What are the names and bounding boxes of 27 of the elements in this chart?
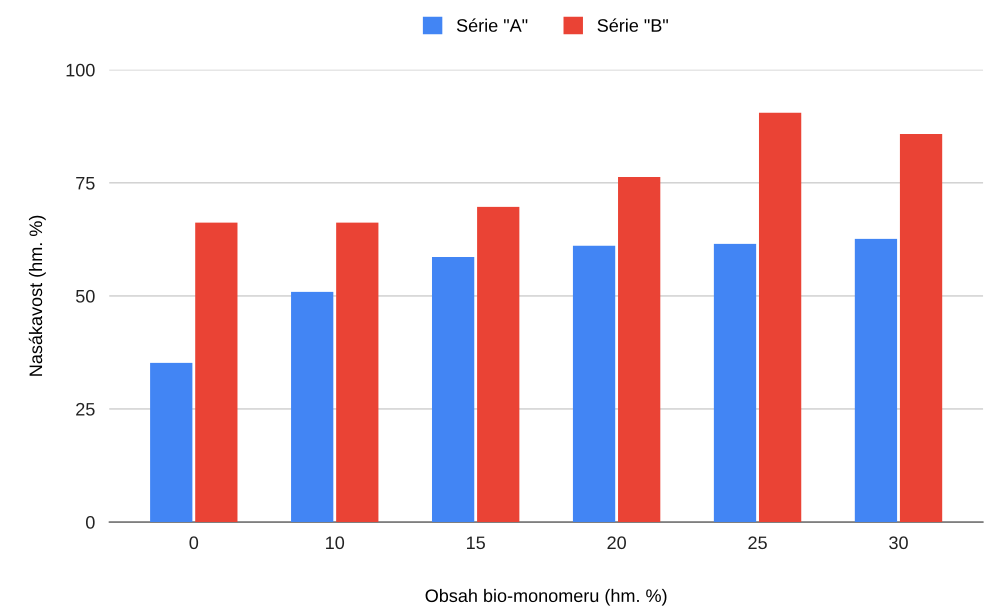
legend-label: Série "B" [598,18,668,32]
bar [758,112,802,522]
bar [336,222,378,522]
y-tick-label: 100 [66,64,95,77]
x-tick-label: 20 [607,536,626,550]
x-tick-label: 10 [326,536,344,550]
y-tick-label: 75 [76,176,95,190]
bar [900,134,942,522]
x-tick-label: 25 [748,536,767,550]
bar [714,244,756,522]
bar [195,222,238,522]
bar [477,206,520,522]
y-tick-label: 25 [76,402,95,416]
x-tick-label: 15 [467,536,485,550]
bar [150,362,192,522]
y-axis-title: Nasákavost (hm. %) [28,216,46,376]
legend-label: Série "A" [456,18,528,32]
bar [432,257,474,522]
x-tick-label: 0 [189,536,198,550]
bar [618,176,660,522]
bar [572,246,616,522]
bar [291,292,334,522]
bar [854,238,898,522]
y-tick-label: 50 [76,290,95,303]
x-tick-label: 30 [889,536,908,550]
x-axis-title: Obsah bio-monomeru (hm. %) [426,588,666,606]
y-tick-label: 0 [86,516,95,529]
